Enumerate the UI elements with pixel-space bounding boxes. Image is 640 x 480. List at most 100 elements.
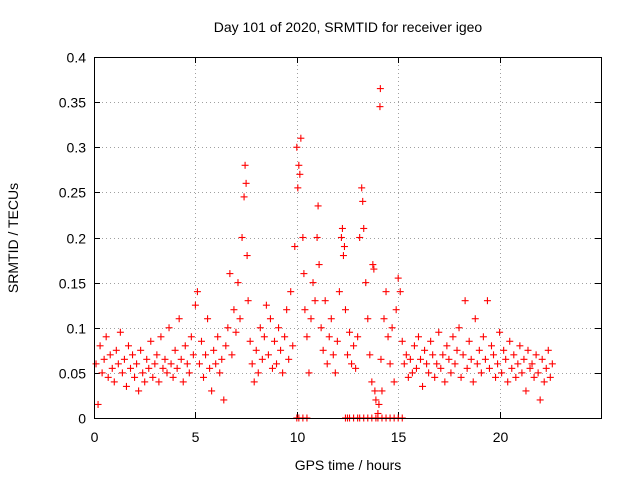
data-point [421,346,429,354]
data-point [402,351,410,359]
data-point [232,328,240,336]
data-point [133,360,141,368]
data-point [220,396,228,404]
data-point [131,373,139,381]
grid-lines [94,57,601,418]
y-tick-label: 0.4 [67,50,87,66]
data-point [96,342,104,350]
data-point [139,369,147,377]
data-point [504,378,512,386]
data-point [463,364,471,372]
data-point [222,342,230,350]
data-point [461,297,469,305]
y-tick-label: 0.3 [67,140,87,156]
data-point [179,378,187,386]
data-point [352,364,360,372]
data-point [350,342,358,350]
data-point [135,387,143,395]
data-point [94,400,102,408]
data-point [189,351,197,359]
data-point [514,360,522,368]
data-point [359,197,367,205]
data-point [98,369,106,377]
y-tick-label: 0.25 [59,185,86,201]
data-point [376,103,384,111]
data-point [512,373,520,381]
data-point [129,351,137,359]
data-point [106,351,114,359]
data-point [165,324,173,332]
data-point [524,346,532,354]
data-point [481,355,489,363]
data-point [376,85,384,93]
data-point [159,364,167,372]
data-point [412,364,420,372]
data-point [256,324,264,332]
data-point [408,369,416,377]
data-point [291,243,299,251]
data-point [384,333,392,341]
data-point [317,324,325,332]
data-point [390,378,398,386]
data-point [214,333,222,341]
data-point [260,333,268,341]
y-tick-label: 0.35 [59,95,86,111]
y-tick-label: 0 [78,411,86,427]
data-point [244,297,252,305]
data-point [485,364,493,372]
data-point [293,143,301,151]
data-point [392,306,400,314]
data-point [443,342,451,350]
data-point [335,288,343,296]
data-point [340,243,348,251]
data-point [193,288,201,296]
data-point [520,355,528,363]
data-point [380,315,388,323]
data-point [153,351,161,359]
data-point [530,373,538,381]
data-point [354,333,362,341]
data-point [496,328,504,336]
data-point [331,369,339,377]
y-tick-label: 0.15 [59,276,86,292]
data-point [498,369,506,377]
data-point [538,355,546,363]
data-point [437,364,445,372]
data-point [210,346,218,354]
data-point [204,315,212,323]
data-point [296,170,304,178]
data-point [544,346,552,354]
data-point [295,161,303,169]
data-point [299,234,307,241]
data-point [510,351,518,359]
data-point [301,306,309,314]
data-point [110,378,118,386]
data-point [279,369,287,377]
data-point [536,396,544,404]
data-point [250,378,258,386]
data-point [344,351,351,359]
data-point [487,342,495,350]
data-point [319,346,327,354]
data-point [305,369,313,377]
data-point [202,351,210,359]
data-point [281,333,289,341]
data-point [502,355,510,363]
data-point [516,342,524,350]
data-point [185,369,193,377]
data-point [285,355,293,363]
data-point [275,324,283,332]
data-point [548,360,556,368]
data-point [151,360,159,368]
data-point [187,333,195,341]
data-point [277,346,285,354]
data-point [404,373,412,381]
data-point [228,351,236,359]
data-point [157,333,165,341]
data-point [494,360,502,368]
data-point [208,387,216,395]
data-point [394,274,402,282]
x-tick-label: 20 [493,429,509,445]
chart-title: Day 101 of 2020, SRMTID for receiver ige… [214,19,483,35]
